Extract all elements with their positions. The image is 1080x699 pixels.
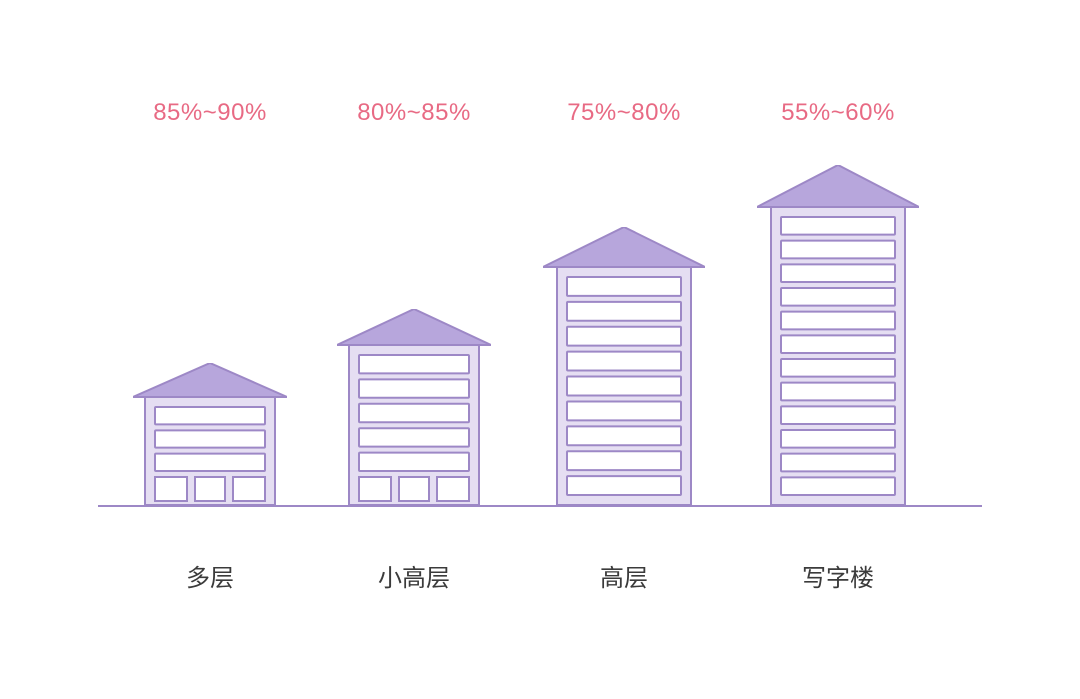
infographic-stage: 85%~90% 80%~85% 75%~80% 55%~60% 多层 小高层 高… [0, 0, 1080, 699]
building-0 [133, 363, 287, 505]
building-2 [543, 227, 705, 505]
category-row: 多层 小高层 高层 写字楼 [0, 558, 1080, 588]
category-label-0: 多层 [110, 558, 310, 593]
building-icon [757, 165, 919, 505]
category-label-3: 写字楼 [738, 558, 938, 593]
building-1 [337, 309, 491, 505]
building-icon [337, 309, 491, 505]
buildings-layer [0, 0, 1080, 505]
category-label-1: 小高层 [314, 558, 514, 593]
baseline [98, 505, 982, 507]
building-3 [757, 165, 919, 505]
building-icon [543, 227, 705, 505]
building-icon [133, 363, 287, 505]
category-label-2: 高层 [524, 558, 724, 593]
